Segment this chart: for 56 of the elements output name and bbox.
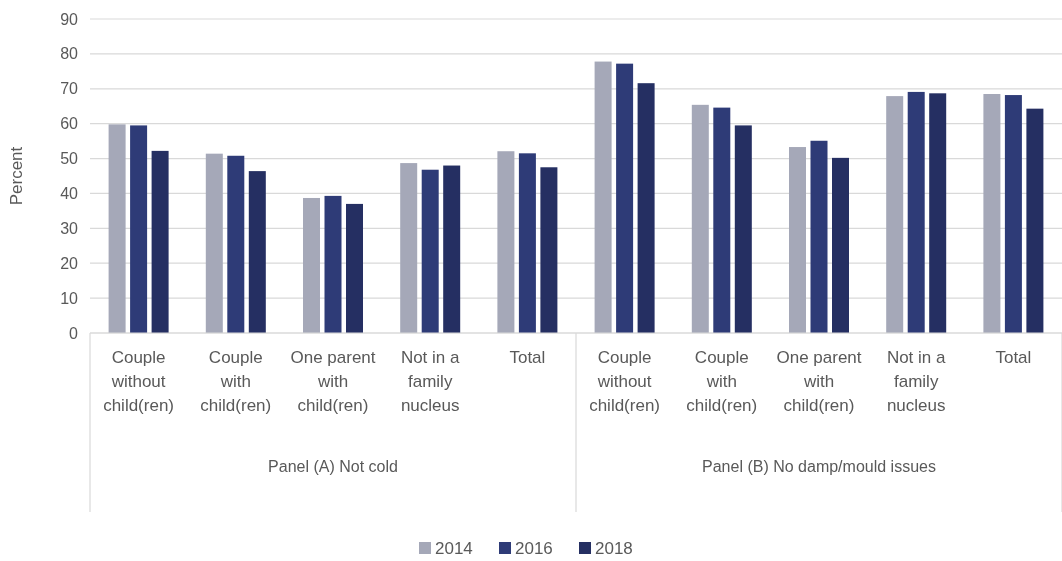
bar	[400, 163, 418, 333]
bar	[691, 104, 709, 333]
bar	[227, 155, 245, 333]
bar	[108, 124, 126, 333]
x-tick-label: Couple without child(ren)	[103, 348, 175, 415]
x-tick-label: One parent with child(ren)	[776, 348, 862, 415]
bar	[713, 107, 731, 333]
bar	[303, 197, 320, 333]
bar	[832, 157, 849, 333]
bar	[518, 153, 536, 333]
y-tick-label: 40	[60, 185, 79, 203]
x-tick-label: Total	[509, 348, 546, 367]
bar	[324, 195, 342, 333]
legend-label: 2016	[515, 538, 553, 558]
legend-label: 2018	[595, 538, 633, 558]
bar	[1004, 95, 1022, 333]
x-tick-label: Couple without child(ren)	[589, 348, 661, 415]
bar	[421, 169, 439, 333]
bar	[151, 150, 169, 333]
bar	[497, 151, 515, 333]
y-tick-label: 0	[69, 324, 79, 342]
bar	[346, 203, 363, 333]
bar	[205, 153, 223, 333]
bar	[540, 167, 558, 333]
y-tick-label: 10	[60, 289, 79, 307]
bar	[1026, 108, 1044, 333]
bar	[616, 63, 634, 333]
bar	[594, 61, 612, 333]
bar	[130, 125, 148, 333]
x-tick-label: Not in a family nucleus	[886, 348, 947, 415]
bar	[248, 171, 266, 333]
x-tick-label: Couple with child(ren)	[200, 348, 272, 415]
bar	[929, 93, 947, 333]
x-tick-label: One parent with child(ren)	[290, 348, 376, 415]
y-tick-label: 70	[60, 80, 79, 98]
y-tick-label: 80	[60, 45, 79, 63]
legend-label: 2014	[435, 538, 473, 558]
y-tick-label: 50	[60, 150, 79, 168]
x-tick-label: Not in a family nucleus	[400, 348, 461, 415]
bar	[443, 165, 461, 333]
text: Panel (B) No damp/mould issues	[702, 458, 936, 475]
bar	[734, 125, 752, 333]
bar	[637, 83, 655, 333]
y-tick-label: 20	[60, 254, 79, 272]
bar	[983, 94, 1001, 333]
bar	[789, 147, 806, 333]
text: Panel (A) Not cold	[268, 458, 398, 475]
bar	[810, 140, 828, 333]
y-tick-label: 90	[60, 10, 79, 28]
x-tick-label: Total	[995, 348, 1032, 367]
y-tick-label: 60	[60, 115, 79, 133]
x-tick-label: Couple with child(ren)	[686, 348, 758, 415]
y-axis-title: Percent	[7, 146, 26, 206]
bar	[907, 91, 925, 333]
y-tick-label: 30	[60, 219, 79, 237]
bar	[886, 96, 904, 333]
